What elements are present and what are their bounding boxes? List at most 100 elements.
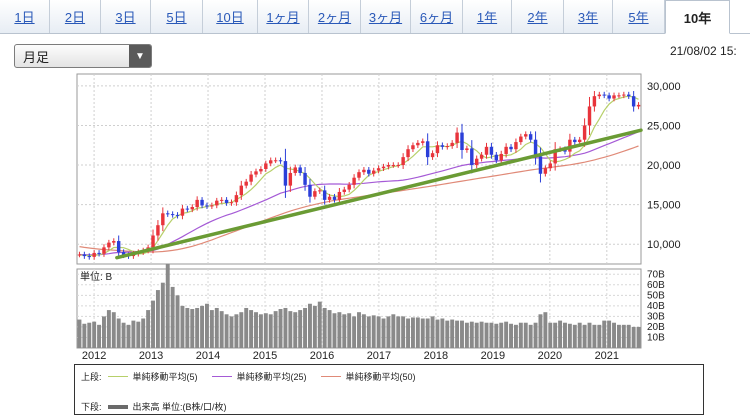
candle-body [381,166,386,169]
volume-bar [415,317,420,348]
candle-body [386,165,391,167]
tab-11[interactable]: 3年 [564,0,613,33]
x-tick-label: 2015 [253,350,277,360]
candle-body [239,185,244,196]
candle-body [455,132,459,143]
candle-body [597,94,602,97]
volume-bar [464,322,469,348]
volume-bar [563,322,567,348]
volume-bar [435,319,440,348]
candle-body [499,153,503,161]
price-tick-label: 15,000 [647,200,681,212]
candle-body [587,106,592,126]
volume-bar [322,307,327,348]
candle-body [568,139,572,152]
volume-bar [528,324,533,348]
tab-13[interactable]: 10年 [665,0,730,34]
tab-1[interactable]: 2日 [50,0,101,33]
volume-bar [631,326,636,348]
volume-bar [82,323,87,348]
volume-bar [509,323,513,348]
legend-ma25: 単純移動平均(25) [206,370,307,383]
volume-bar [229,316,234,348]
tab-8[interactable]: 6ヶ月 [411,0,463,33]
tab-2[interactable]: 3日 [101,0,151,33]
volume-bar [155,290,160,348]
tab-4[interactable]: 10日 [203,0,258,33]
interval-select-value: 月足 [23,49,50,65]
volume-bar [607,320,612,348]
interval-select[interactable]: 月足 ▼ [14,44,152,68]
candle-body [528,134,533,140]
timestamp: 21/08/02 15: [670,44,737,58]
volume-bar [366,316,371,348]
candle-body [514,142,518,150]
legend-lower-row: 下段: 出来高 単位:(B株/口/枚) [81,400,235,413]
volume-bar [386,316,391,348]
candle-body [264,163,268,169]
price-tick-label: 25,000 [647,120,681,132]
candle-body [509,146,513,150]
candle-body [210,205,214,207]
tab-5[interactable]: 1ヶ月 [258,0,309,33]
tab-6[interactable]: 2ヶ月 [309,0,361,33]
candle-body [219,199,224,201]
volume-bar [406,318,411,348]
volume-bar [548,322,553,348]
candle-body [533,139,538,157]
volume-bar [239,312,244,348]
volume-bar [352,316,357,348]
tab-9[interactable]: 1年 [463,0,512,33]
volume-tick-label: 10B [647,332,665,343]
candle-body [553,149,557,164]
candle-body [362,169,366,173]
volume-bar [543,312,548,348]
candle-body [504,146,508,154]
candle-body [322,190,327,200]
volume-bar [185,307,190,348]
volume-tick-label: 60B [647,280,665,291]
candle-body [376,168,381,171]
tab-3[interactable]: 5日 [151,0,203,33]
volume-bar [410,317,415,348]
volume-bar [518,322,523,348]
volume-bar [298,310,303,348]
volume-bar [538,314,543,348]
price-tick-label: 10,000 [647,239,681,251]
candle-body [337,191,342,200]
candle-body [273,160,278,162]
candle-body [465,148,469,150]
candle-body [259,169,263,172]
volume-bar [474,322,479,348]
volume-bar [445,320,450,348]
volume-bar [489,322,494,348]
candle-body [283,161,288,186]
volume-bar [420,318,425,348]
candle-body [421,141,425,143]
candle-body [244,181,248,186]
volume-bar [111,312,116,348]
tab-7[interactable]: 3ヶ月 [361,0,411,33]
candle-body [170,214,175,216]
candle-body [200,199,204,206]
volume-bar [175,295,180,348]
volume-bar [106,310,111,348]
volume-bar [77,319,82,348]
volume-bar [332,313,337,348]
candle-body [445,146,449,148]
candle-body [411,145,415,150]
volume-bar [146,310,151,348]
candle-body [116,241,121,253]
x-tick-label: 2021 [595,350,619,360]
volume-bar [160,282,165,348]
volume-bar [602,320,607,348]
tab-12[interactable]: 5年 [613,0,665,33]
tab-0[interactable]: 1日 [0,0,50,33]
volume-bar [597,324,602,348]
volume-tick-label: 40B [647,301,665,312]
candle-body [205,205,209,207]
candle-body [631,96,636,107]
candle-body [318,190,322,192]
legend-ma5-swatch [107,376,128,377]
tab-10[interactable]: 2年 [512,0,564,33]
